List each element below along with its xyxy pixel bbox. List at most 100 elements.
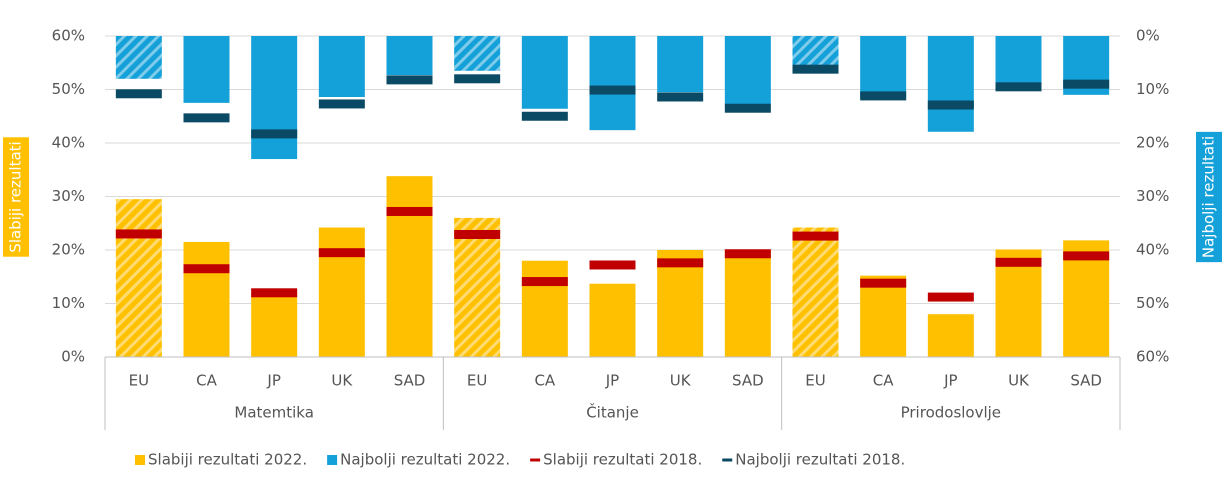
marker <box>183 113 230 123</box>
bar <box>318 227 365 357</box>
marker <box>386 206 433 216</box>
marker <box>927 100 974 110</box>
x-tick-label: JP <box>605 372 619 390</box>
x-tick-label: JP <box>943 372 957 390</box>
bar <box>318 36 365 97</box>
x-tick-label: JP <box>266 372 280 390</box>
y-tick-label: 50% <box>52 80 85 98</box>
bar <box>927 36 974 132</box>
y2-tick-label: 20% <box>1136 134 1169 152</box>
marker <box>1063 79 1110 89</box>
bar <box>860 36 907 99</box>
y-tick-label: 40% <box>52 134 85 152</box>
marker <box>724 103 771 113</box>
x-tick-label: UK <box>1008 372 1030 390</box>
marker <box>115 229 162 239</box>
bar <box>115 36 162 79</box>
marker <box>251 129 298 139</box>
y2-tick-label: 60% <box>1136 348 1169 366</box>
bar <box>995 249 1042 357</box>
marker <box>792 231 839 241</box>
bar <box>657 250 704 357</box>
legend-swatch <box>530 458 541 462</box>
group-label: Čitanje <box>586 403 639 422</box>
marker <box>589 260 636 270</box>
marker <box>995 257 1042 267</box>
y-tick-label: 60% <box>52 27 85 45</box>
axis-title-bg <box>3 137 29 257</box>
group-label: Prirodoslovlje <box>901 404 1001 422</box>
y-tick-label: 10% <box>52 294 85 312</box>
axis-title: Slabiji rezultati <box>7 141 25 252</box>
bar <box>386 176 433 357</box>
marker <box>521 111 568 121</box>
x-tick-label: SAD <box>1070 372 1102 390</box>
marker <box>589 85 636 95</box>
bar <box>521 36 568 109</box>
x-tick-label: EU <box>129 372 149 390</box>
bar <box>927 314 974 357</box>
marker <box>251 288 298 298</box>
bar <box>386 36 433 76</box>
marker <box>657 258 704 268</box>
x-tick-label: EU <box>805 372 825 390</box>
bar <box>724 36 771 106</box>
x-tick-label: CA <box>196 372 217 390</box>
y-tick-label: 20% <box>52 241 85 259</box>
axis-title-bg <box>1196 131 1222 263</box>
marker <box>318 99 365 109</box>
legend-label: Najbolji rezultati 2018. <box>735 451 905 469</box>
marker <box>927 292 974 302</box>
bar <box>860 275 907 357</box>
marker <box>860 278 907 288</box>
bar <box>589 283 636 357</box>
marker <box>115 89 162 99</box>
y2-tick-label: 40% <box>1136 241 1169 259</box>
bar <box>115 199 162 357</box>
marker <box>657 92 704 102</box>
legend-label: Najbolji rezultati 2022. <box>340 451 510 469</box>
bar <box>724 250 771 357</box>
marker <box>386 75 433 85</box>
marker <box>860 91 907 101</box>
x-tick-label: UK <box>331 372 353 390</box>
x-tick-label: EU <box>467 372 487 390</box>
marker <box>318 248 365 258</box>
marker <box>1063 251 1110 261</box>
y-tick-label: 30% <box>52 187 85 205</box>
bar <box>454 36 501 71</box>
bar <box>792 227 839 357</box>
bar <box>183 36 230 103</box>
marker <box>183 264 230 274</box>
legend-swatch <box>327 455 338 465</box>
x-tick-label: SAD <box>732 372 764 390</box>
x-tick-label: UK <box>670 372 692 390</box>
x-tick-label: CA <box>534 372 555 390</box>
bar <box>183 241 230 357</box>
marker <box>454 229 501 239</box>
bar <box>521 260 568 357</box>
bar <box>995 36 1042 87</box>
legend-label: Slabiji rezultati 2022. <box>148 451 307 469</box>
legend-label: Slabiji rezultati 2018. <box>543 451 702 469</box>
bar <box>657 36 704 93</box>
axis-title: Najbolji rezultati <box>1200 136 1218 258</box>
x-tick-label: CA <box>873 372 894 390</box>
marker <box>521 277 568 287</box>
legend-swatch <box>722 458 733 462</box>
bar <box>251 36 298 160</box>
marker <box>792 64 839 74</box>
y2-tick-label: 10% <box>1136 80 1169 98</box>
marker <box>454 74 501 84</box>
y2-tick-label: 30% <box>1136 187 1169 205</box>
y-tick-label: 0% <box>61 348 85 366</box>
bar <box>251 292 298 357</box>
x-tick-label: SAD <box>394 372 426 390</box>
legend-swatch <box>135 455 145 465</box>
y2-tick-label: 0% <box>1136 27 1160 45</box>
bar <box>454 217 501 357</box>
marker <box>995 82 1042 92</box>
y2-tick-label: 50% <box>1136 294 1169 312</box>
bar <box>589 36 636 131</box>
